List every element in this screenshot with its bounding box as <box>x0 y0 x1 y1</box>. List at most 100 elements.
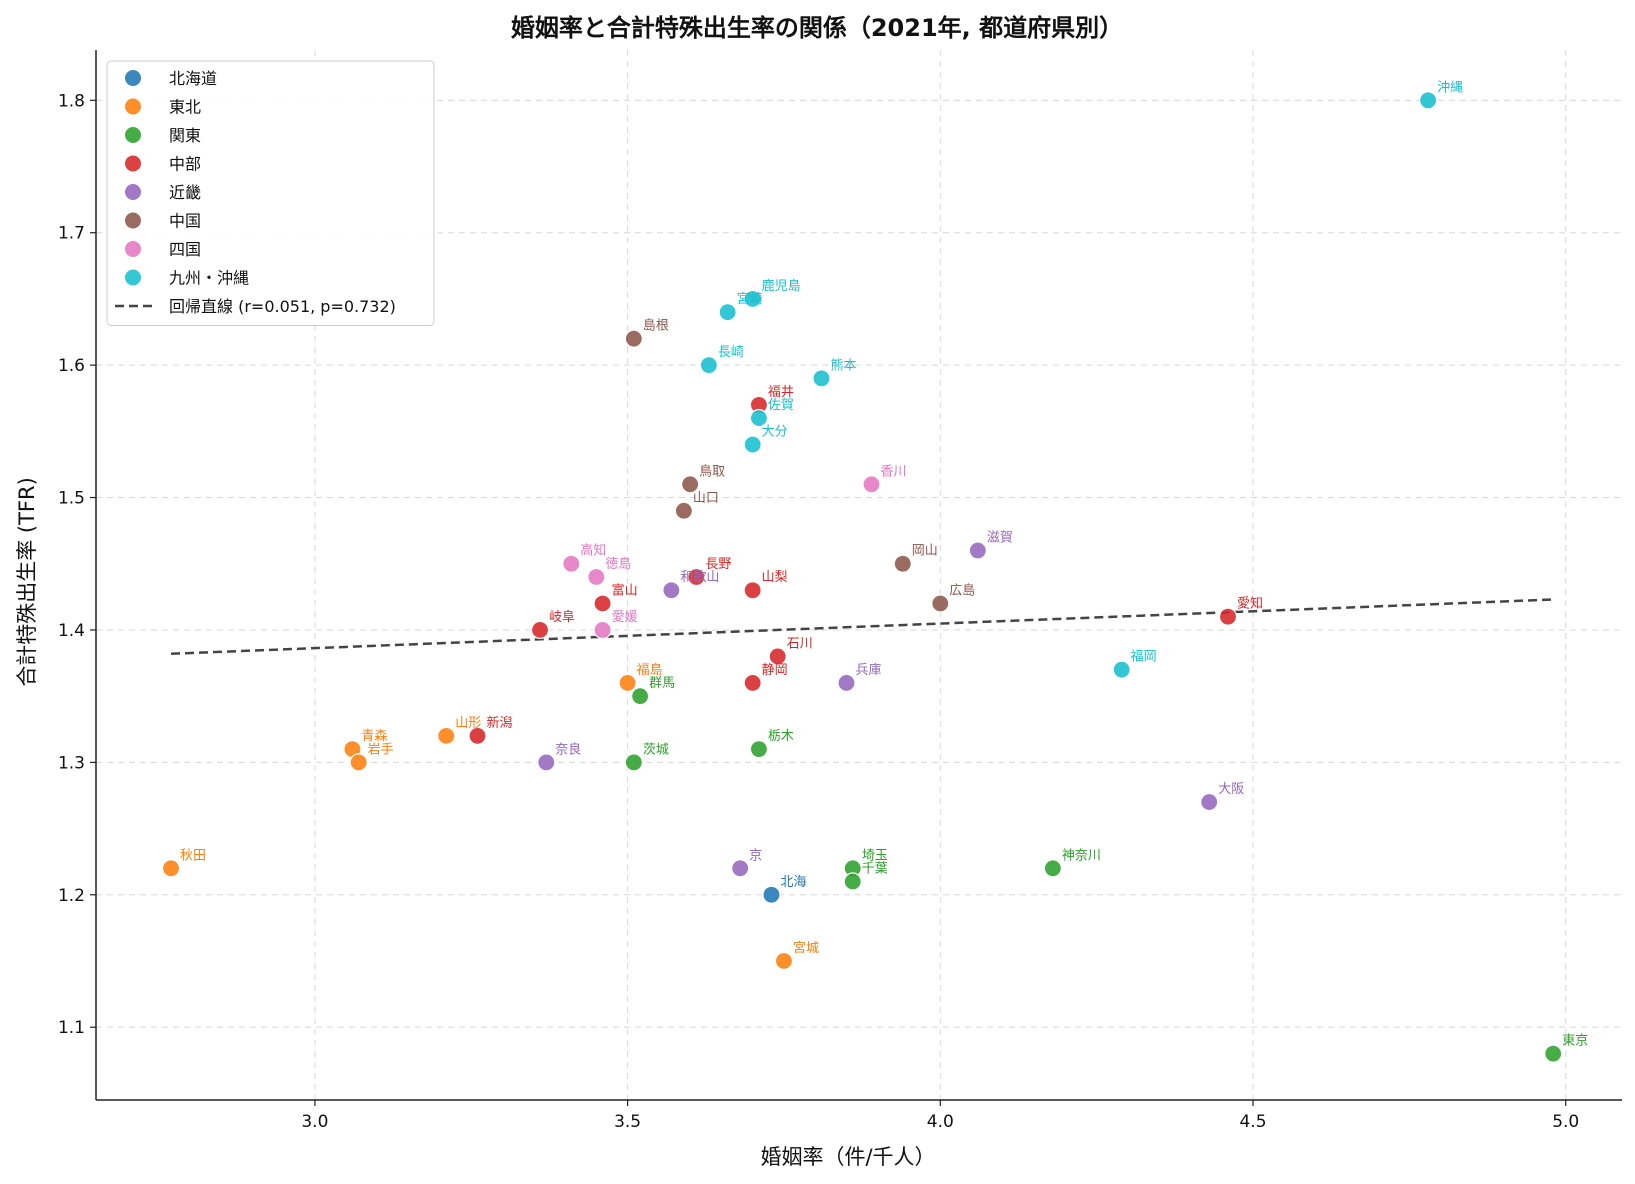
point-label: 香川 <box>881 464 907 479</box>
point-label: 兵庫 <box>855 663 881 678</box>
data-point <box>161 859 181 878</box>
data-point <box>562 554 581 573</box>
data-point <box>1419 91 1438 110</box>
data-point <box>931 594 950 613</box>
chart-title: 婚姻率と合計特殊出生率の関係（2021年, 都道府県別） <box>511 14 1123 42</box>
point-label: 京 <box>749 848 762 863</box>
y-tick-label: 1.1 <box>58 1018 85 1038</box>
x-axis-label: 婚姻率（件/千人） <box>760 1145 935 1169</box>
legend-marker <box>125 98 141 115</box>
data-point <box>862 475 881 494</box>
point-label: 群馬 <box>649 676 675 691</box>
regression-line <box>171 598 1554 656</box>
legend-marker <box>125 127 141 143</box>
y-tick-label: 1.8 <box>58 91 85 111</box>
data-point <box>837 673 856 693</box>
legend-marker <box>125 269 141 286</box>
data-point <box>749 740 769 759</box>
data-point <box>743 581 762 600</box>
data-point <box>631 687 650 706</box>
point-label: 福岡 <box>1131 650 1157 665</box>
point-label: 新潟 <box>487 715 513 731</box>
point-label: 徳島 <box>605 557 631 572</box>
point-label: 北海 <box>780 875 806 890</box>
data-point <box>624 753 643 772</box>
point-label: 石川 <box>787 636 813 651</box>
data-point <box>618 673 637 693</box>
data-point <box>662 581 681 600</box>
data-point <box>530 620 550 640</box>
data-point <box>1200 792 1219 812</box>
legend-box <box>106 60 435 326</box>
data-point <box>718 303 737 322</box>
legend-marker <box>125 212 141 229</box>
point-label: 鹿児島 <box>762 278 801 294</box>
data-point <box>1544 1044 1563 1063</box>
point-label: 宮崎 <box>737 291 763 307</box>
x-tick-label: 3.0 <box>301 1112 328 1132</box>
point-label: 大阪 <box>1218 782 1244 797</box>
y-tick-label: 1.7 <box>58 224 85 244</box>
point-label: 福島 <box>637 663 663 678</box>
y-axis-label: 合計特殊出生率 (TFR) <box>15 477 39 687</box>
legend-label: 四国 <box>169 240 201 259</box>
data-point <box>762 885 781 904</box>
point-label: 大分 <box>762 425 788 440</box>
data-point <box>624 329 643 348</box>
data-point <box>687 567 706 587</box>
point-label: 東京 <box>1562 1033 1588 1049</box>
point-label: 鳥取 <box>699 464 725 479</box>
data-point <box>843 872 862 891</box>
x-tick-label: 3.5 <box>614 1112 641 1132</box>
legend-marker <box>125 155 141 172</box>
legend-marker <box>125 70 141 86</box>
point-label: 山形 <box>455 716 481 731</box>
point-label: 秋田 <box>180 848 206 863</box>
point-label: 沖縄 <box>1437 80 1463 95</box>
y-tick-label: 1.4 <box>58 621 85 641</box>
point-label: 宮城 <box>793 940 819 956</box>
data-point <box>1043 859 1062 878</box>
legend-regression-label: 回帰直線 (r=0.051, p=0.732) <box>169 297 396 316</box>
data-point <box>468 726 487 745</box>
x-tick-label: 5.0 <box>1552 1112 1579 1132</box>
point-label: 千葉 <box>862 862 888 877</box>
point-label: 富山 <box>612 582 638 598</box>
data-point <box>743 435 762 454</box>
point-label: 山梨 <box>762 570 788 585</box>
data-point <box>774 951 794 971</box>
legend-label: 東北 <box>169 98 201 117</box>
data-point <box>1218 607 1238 626</box>
point-label: 和歌山 <box>680 570 719 585</box>
y-tick-label: 1.6 <box>58 356 85 376</box>
point-label: 奈良 <box>555 741 581 757</box>
point-label: 岡山 <box>912 544 938 559</box>
data-point <box>812 369 831 388</box>
x-tick-label: 4.5 <box>1239 1112 1266 1132</box>
point-label: 愛知 <box>1237 596 1263 612</box>
point-label: 栃木 <box>768 729 794 744</box>
point-label: 山口 <box>693 491 719 506</box>
point-label: 広島 <box>949 583 975 598</box>
point-label: 茨城 <box>643 742 669 757</box>
point-label: 佐賀 <box>768 398 794 413</box>
point-label: 長野 <box>705 557 731 572</box>
data-point <box>587 567 606 587</box>
point-label: 滋賀 <box>987 531 1013 546</box>
legend-marker <box>125 184 141 200</box>
y-tick-label: 1.2 <box>58 886 85 906</box>
legend-marker <box>125 241 141 257</box>
point-label: 愛媛 <box>612 610 638 625</box>
point-label: 福井 <box>768 385 794 400</box>
point-label: 青森 <box>361 729 387 744</box>
data-point <box>968 541 987 560</box>
data-point <box>593 594 612 613</box>
point-label: 熊本 <box>830 357 856 373</box>
legend-label: 中国 <box>169 212 201 231</box>
point-label: 岐阜 <box>549 609 575 625</box>
y-tick-label: 1.3 <box>58 753 85 773</box>
data-point <box>743 289 762 309</box>
